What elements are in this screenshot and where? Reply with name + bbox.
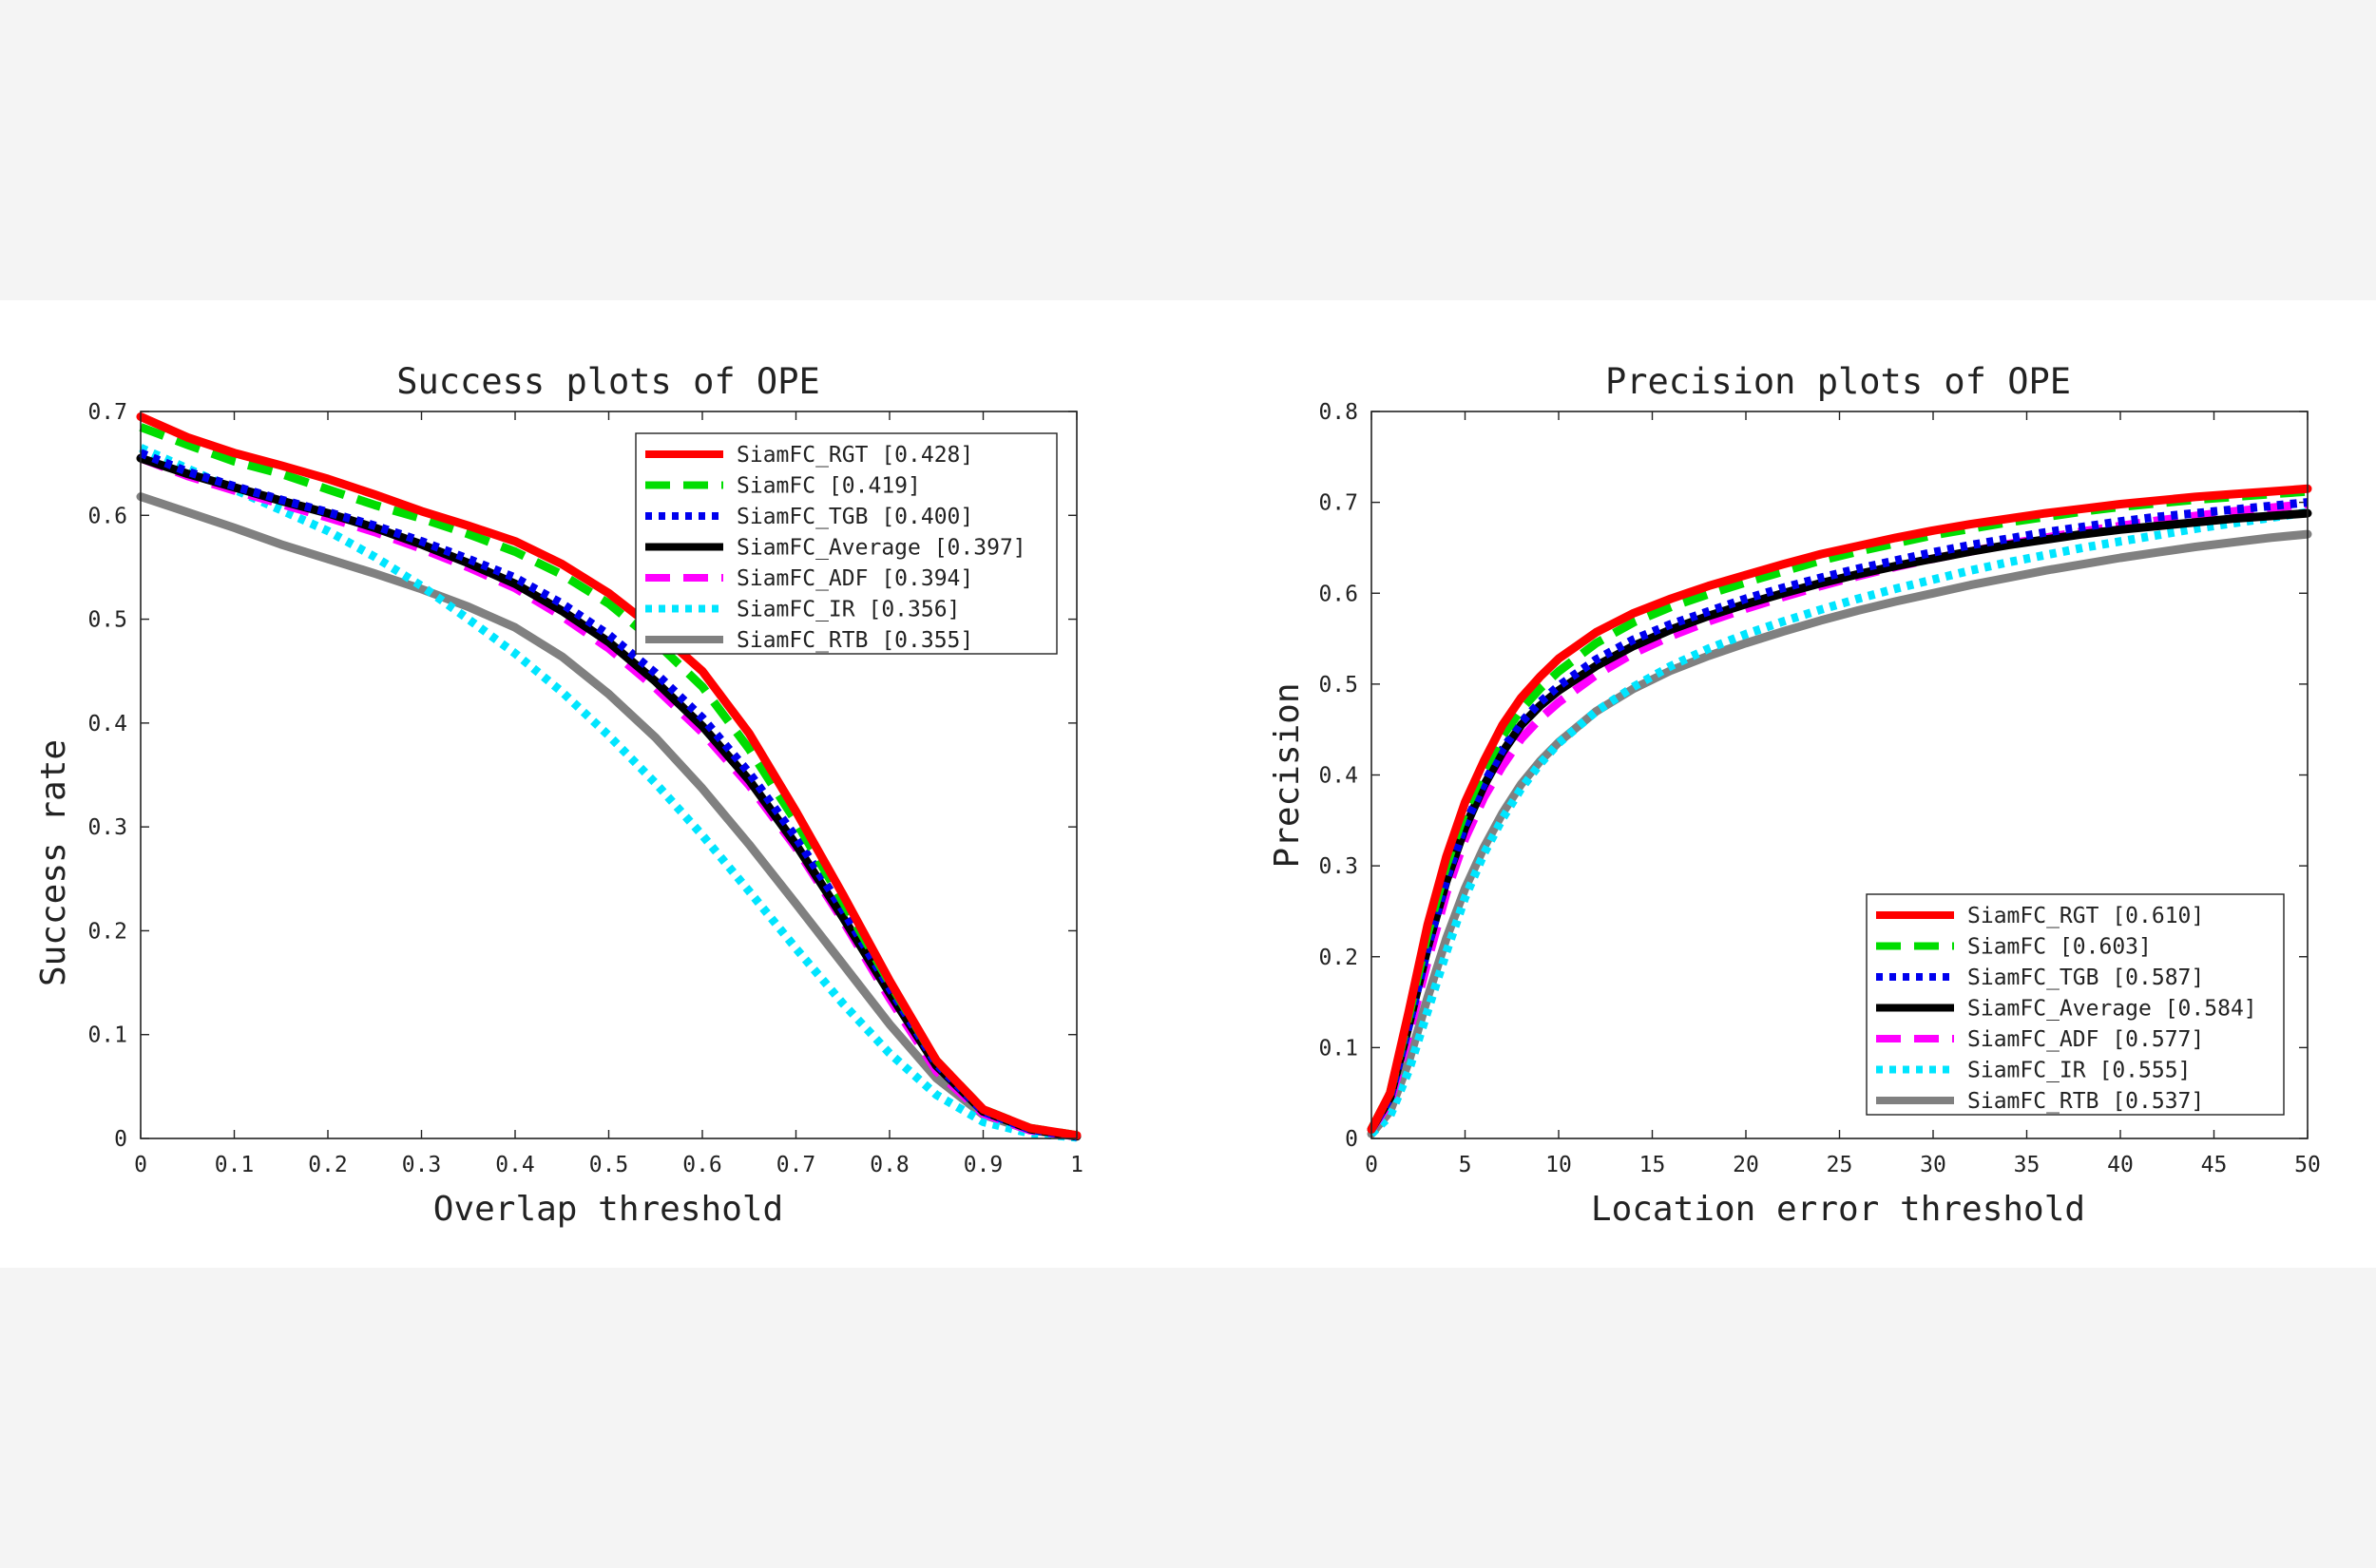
- x-tick-label: 0.8: [870, 1153, 910, 1177]
- y-tick-label: 0.7: [1318, 491, 1358, 516]
- x-tick-label: 0.2: [308, 1153, 348, 1177]
- precision-plot-lines: [1367, 484, 2312, 1138]
- precision-plot-ylabel: Precision: [1268, 682, 1307, 868]
- success-plot-axes-box: [140, 411, 1078, 1139]
- legend-entry: SiamFC [0.603]: [1967, 935, 2152, 960]
- y-tick-label: 0.5: [87, 608, 127, 633]
- success-plot-lines: [136, 412, 1082, 1142]
- success-plot-ylabel: Success rate: [34, 739, 73, 986]
- y-tick-label: 0.7: [87, 400, 127, 425]
- x-tick-label: 0.3: [402, 1153, 442, 1177]
- series-line-siamfc-average: [1367, 508, 2312, 1134]
- y-tick-label: 0.3: [87, 815, 127, 840]
- x-tick-label: 0.1: [215, 1153, 255, 1177]
- x-tick-label: 5: [1459, 1153, 1472, 1177]
- charts-svg: Success plots of OPE Overlap threshold S…: [34, 361, 2321, 1229]
- y-tick-label: 0: [1345, 1127, 1358, 1152]
- x-tick-label: 0.7: [776, 1153, 816, 1177]
- precision-plot: Precision plots of OPE Location error th…: [1268, 361, 2321, 1229]
- precision-plot-title: Precision plots of OPE: [1605, 361, 2071, 402]
- y-tick-label: 0.3: [1318, 854, 1358, 879]
- x-tick-label: 10: [1545, 1153, 1572, 1177]
- success-plot-xlabel: Overlap threshold: [433, 1190, 783, 1229]
- legend-entry: SiamFC_Average [0.397]: [737, 536, 1026, 561]
- success-plot-legend: SiamFC_RGT [0.428] SiamFC [0.419] SiamFC_T…: [635, 432, 1058, 655]
- y-tick-label: 0.2: [87, 919, 127, 944]
- x-tick-label: 30: [1920, 1153, 1946, 1177]
- y-tick-label: 0.6: [1318, 582, 1358, 606]
- y-tick-label: 0.5: [1318, 673, 1358, 698]
- y-tick-label: 0.1: [87, 1023, 127, 1048]
- legend-entry: SiamFC [0.419]: [737, 474, 921, 499]
- legend-entry: SiamFC_ADF [0.394]: [737, 566, 973, 591]
- series-line-siamfc-rgt: [136, 412, 1082, 1140]
- y-tick-label: 0.8: [1318, 400, 1358, 425]
- precision-plot-xlabel: Location error threshold: [1591, 1190, 2085, 1229]
- x-tick-label: 0: [134, 1153, 147, 1177]
- legend-entry: SiamFC_IR [0.356]: [737, 598, 960, 622]
- success-plot: Success plots of OPE Overlap threshold S…: [34, 361, 1083, 1229]
- legend-entry: SiamFC_Average [0.584]: [1967, 997, 2257, 1022]
- y-tick-label: 0: [114, 1127, 127, 1152]
- series-line-siamfc-rtb: [1367, 529, 2312, 1138]
- series-line-siamfc-rtb: [136, 492, 1082, 1141]
- legend-entry: SiamFC_RTB [0.355]: [737, 628, 973, 653]
- x-tick-label: 20: [1733, 1153, 1759, 1177]
- x-tick-label: 0.6: [682, 1153, 722, 1177]
- x-tick-label: 1: [1070, 1153, 1083, 1177]
- legend-entry: SiamFC_TGB [0.587]: [1967, 966, 2204, 990]
- success-plot-title: Success plots of OPE: [396, 361, 820, 402]
- series-line-siamfc-ir: [1368, 507, 2309, 1138]
- y-tick-label: 0.4: [87, 712, 127, 736]
- x-tick-label: 35: [2014, 1153, 2041, 1177]
- legend-entry: SiamFC_ADF [0.577]: [1967, 1027, 2204, 1052]
- x-tick-label: 0.4: [495, 1153, 535, 1177]
- series-line-siamfc-tgb: [139, 449, 1078, 1141]
- legend-entry: SiamFC_RGT [0.610]: [1967, 904, 2204, 928]
- x-tick-label: 0: [1365, 1153, 1378, 1177]
- y-tick-label: 0.6: [87, 504, 127, 528]
- series-line-siamfc-rgt: [1367, 484, 2312, 1134]
- y-tick-label: 0.4: [1318, 764, 1358, 789]
- x-tick-label: 40: [2107, 1153, 2134, 1177]
- x-tick-label: 0.5: [589, 1153, 629, 1177]
- precision-plot-axes-box: [1370, 411, 2309, 1139]
- x-tick-label: 25: [1827, 1153, 1853, 1177]
- x-tick-label: 50: [2294, 1153, 2321, 1177]
- legend-entry: SiamFC_RGT [0.428]: [737, 443, 973, 468]
- precision-plot-legend: SiamFC_RGT [0.610] SiamFC [0.603] SiamFC_T…: [1866, 893, 2285, 1116]
- y-tick-label: 0.1: [1318, 1036, 1358, 1061]
- x-tick-label: 0.9: [964, 1153, 1004, 1177]
- legend-entry: SiamFC_TGB [0.400]: [737, 505, 973, 529]
- legend-entry: SiamFC_RTB [0.537]: [1967, 1089, 2204, 1114]
- x-tick-label: 15: [1639, 1153, 1666, 1177]
- y-tick-label: 0.2: [1318, 946, 1358, 970]
- series-line-siamfc-tgb: [1368, 498, 2309, 1132]
- x-tick-label: 45: [2201, 1153, 2228, 1177]
- legend-entry: SiamFC_IR [0.555]: [1967, 1059, 2191, 1083]
- figure-canvas: Success plots of OPE Overlap threshold S…: [0, 300, 2376, 1268]
